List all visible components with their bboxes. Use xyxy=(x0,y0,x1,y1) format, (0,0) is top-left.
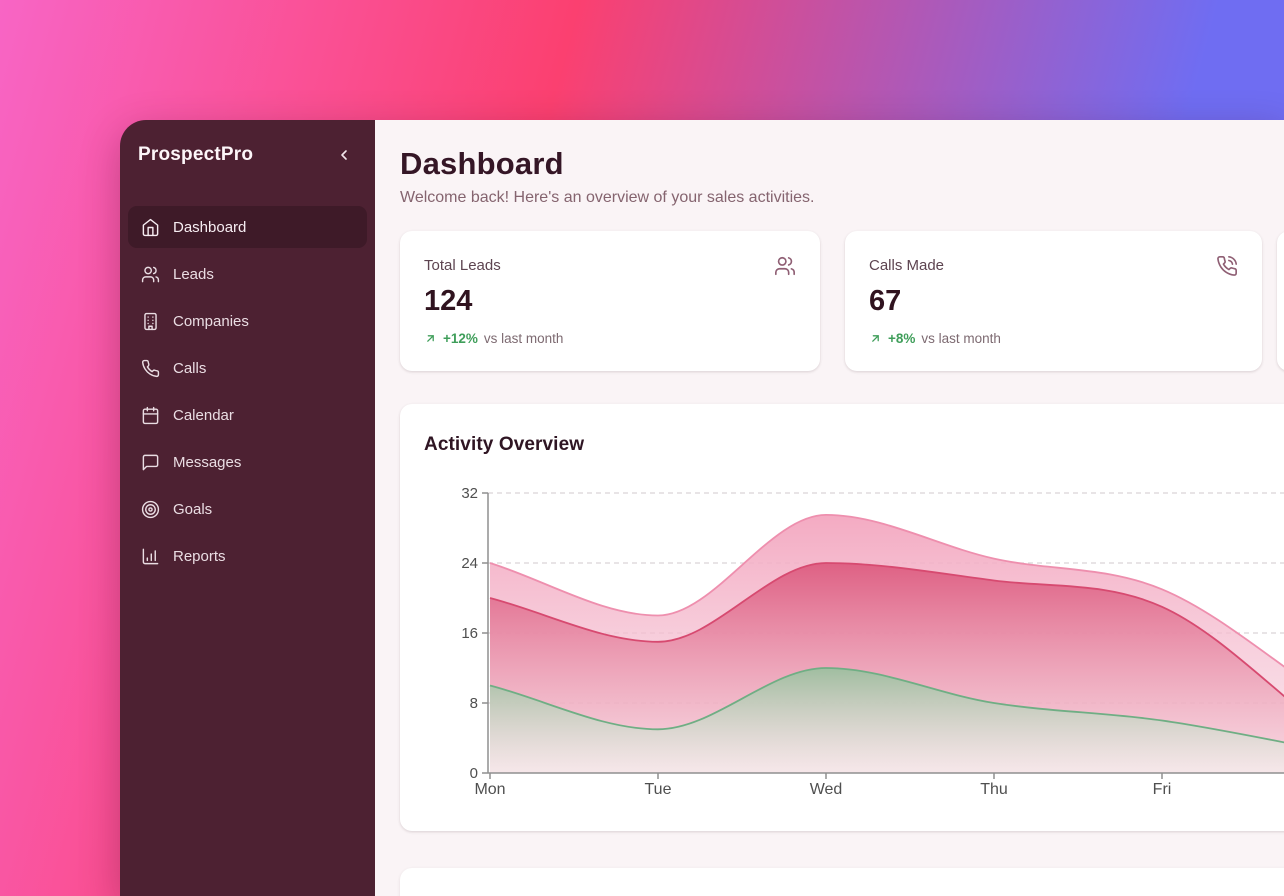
svg-text:24: 24 xyxy=(461,555,478,572)
sidebar-item-label: Dashboard xyxy=(173,218,247,236)
home-icon xyxy=(140,217,160,237)
stat-delta-percent: +8% xyxy=(888,331,916,346)
sidebar-item-label: Calendar xyxy=(173,406,234,424)
page-subtitle: Welcome back! Here's an overview of your… xyxy=(400,189,815,206)
brand-logo-text: ProspectPro xyxy=(138,144,254,165)
activity-chart: 0 8 16 24 32 Mon Tue Wed Thu Fri xyxy=(461,485,1284,798)
stat-label: Calls Made xyxy=(869,257,945,274)
sidebar-item-companies[interactable]: Companies xyxy=(128,300,367,342)
svg-text:16: 16 xyxy=(461,625,478,642)
sidebar-item-messages[interactable]: Messages xyxy=(128,441,367,483)
building-icon xyxy=(140,311,160,331)
sidebar-item-label: Goals xyxy=(173,500,213,518)
stat-value: 124 xyxy=(424,285,473,317)
target-icon xyxy=(140,499,160,519)
sidebar-item-label: Companies xyxy=(173,312,249,330)
arrow-up-right-icon xyxy=(424,332,437,345)
users-icon xyxy=(140,264,160,284)
activity-overview-card: Activity Overview 0 8 16 24 32 Mon Tue Wed Thu Fr… xyxy=(400,404,1284,831)
svg-text:Mon: Mon xyxy=(474,781,505,798)
users-icon xyxy=(774,255,796,282)
page-title: Dashboard xyxy=(400,146,564,181)
sidebar-collapse-button[interactable] xyxy=(331,142,357,168)
stat-delta-percent: +12% xyxy=(443,331,478,346)
bottom-card-partial xyxy=(400,868,1284,896)
svg-text:0: 0 xyxy=(470,765,478,782)
main-content: Dashboard Welcome back! Here's an overvi… xyxy=(375,120,1284,896)
sidebar-item-calls[interactable]: Calls xyxy=(128,347,367,389)
stat-card-total-leads: Total Leads 124 +12% vs last month xyxy=(400,231,820,371)
sidebar-item-label: Messages xyxy=(173,453,242,471)
stat-delta-note: vs last month xyxy=(921,331,1001,346)
sidebar-item-goals[interactable]: Goals xyxy=(128,488,367,530)
sidebar-item-label: Leads xyxy=(173,265,214,283)
sidebar-item-label: Reports xyxy=(173,547,226,565)
arrow-up-right-icon xyxy=(869,332,882,345)
svg-text:Thu: Thu xyxy=(980,781,1008,798)
phone-call-icon xyxy=(1216,255,1238,282)
stat-delta: +12% vs last month xyxy=(424,331,796,346)
svg-text:Fri: Fri xyxy=(1153,781,1172,798)
message-square-icon xyxy=(140,452,160,472)
stat-card-calls-made: Calls Made 67 +8% vs last month xyxy=(845,231,1262,371)
sidebar-item-leads[interactable]: Leads xyxy=(128,253,367,295)
sidebar-item-calendar[interactable]: Calendar xyxy=(128,394,367,436)
svg-text:Tue: Tue xyxy=(645,781,672,798)
stat-delta-note: vs last month xyxy=(483,331,564,346)
sidebar-nav: Dashboard Leads Companies Calls xyxy=(128,206,367,577)
sidebar-item-reports[interactable]: Reports xyxy=(128,535,367,577)
svg-text:32: 32 xyxy=(461,485,478,502)
sidebar-item-label: Calls xyxy=(173,359,207,377)
stat-label: Total Leads xyxy=(424,257,501,274)
stat-card-partial xyxy=(1277,231,1284,371)
sidebar-item-dashboard[interactable]: Dashboard xyxy=(128,206,367,248)
sidebar: ProspectPro Dashboard Leads xyxy=(120,120,375,896)
svg-text:Wed: Wed xyxy=(810,781,843,798)
app-window: ProspectPro Dashboard Leads xyxy=(120,120,1284,896)
svg-text:8: 8 xyxy=(470,695,478,712)
stat-value: 67 xyxy=(869,285,902,317)
chevron-left-icon xyxy=(336,147,352,163)
sidebar-brand-row: ProspectPro xyxy=(128,140,367,170)
phone-icon xyxy=(140,358,160,378)
stat-delta: +8% vs last month xyxy=(869,331,1238,346)
bar-chart-icon xyxy=(140,546,160,566)
stats-row: Total Leads 124 +12% vs last month xyxy=(400,231,1284,371)
chart-title: Activity Overview xyxy=(424,434,585,455)
calendar-icon xyxy=(140,405,160,425)
